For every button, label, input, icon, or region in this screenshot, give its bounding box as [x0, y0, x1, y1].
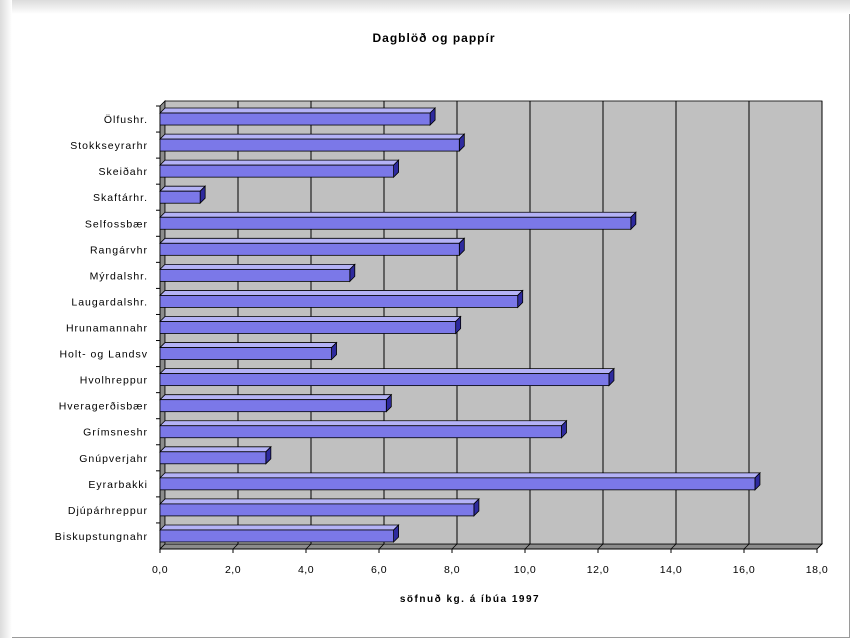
gridline-floor — [451, 543, 458, 550]
bar — [159, 373, 610, 387]
bar — [159, 268, 351, 282]
bar-top — [159, 237, 466, 244]
bar — [159, 242, 460, 256]
bar-top — [159, 524, 400, 531]
gridline-floor — [670, 543, 677, 550]
category-label: Ölfushr. — [104, 114, 148, 126]
bar-top — [159, 342, 338, 348]
bar-top — [159, 107, 437, 114]
category-label: Gnúpverjahr — [79, 453, 148, 465]
category-label: Hveragerðisbær — [59, 401, 148, 413]
chart-title: Dagblöð og pappír — [373, 31, 496, 45]
bar-top — [159, 290, 524, 296]
category-label: Holt- og Landsv — [59, 349, 148, 361]
category-label: Selfossbær — [85, 218, 148, 230]
category-label: Rangárvhr — [90, 244, 148, 256]
bar-top — [159, 498, 480, 505]
plot-area: 0,0 2,0 4,0 6,0 8,0 10,0 12,0 14,0 16,0 18,0 Ölfus… — [55, 100, 828, 576]
category-label: Eyrarbakki — [88, 479, 148, 491]
x-tick-label: 16,0 — [733, 564, 755, 576]
x-tick-label: 6,0 — [371, 564, 387, 576]
bar-top — [159, 133, 466, 140]
bar — [159, 295, 519, 308]
bar-top — [159, 420, 568, 427]
bar-top — [159, 263, 356, 270]
x-tick-label: 2,0 — [225, 564, 241, 576]
x-tick-label: 10,0 — [514, 564, 536, 576]
x-tick-label: 0,0 — [152, 564, 168, 576]
bar — [159, 321, 457, 334]
gridline-floor — [816, 543, 823, 550]
bar — [159, 425, 562, 439]
bar — [159, 477, 756, 491]
bar — [159, 347, 332, 360]
x-tick-label: 18,0 — [806, 564, 828, 576]
x-tick-label: 12,0 — [587, 564, 609, 576]
bar — [159, 399, 387, 413]
category-label: Biskupstungnahr — [55, 531, 148, 543]
bar — [159, 190, 201, 204]
frame-top-shadow — [0, 0, 850, 14]
bar — [159, 164, 395, 178]
x-tick-label: 8,0 — [444, 564, 460, 576]
x-tick-label: 14,0 — [660, 564, 682, 576]
bar-top — [159, 472, 761, 479]
bar-top — [159, 446, 272, 453]
bar-top — [159, 211, 637, 218]
bar-top — [159, 159, 400, 166]
category-label: Skaftárhr. — [93, 192, 148, 204]
bar — [159, 451, 267, 465]
bar — [159, 503, 475, 517]
category-label: Hvolhreppur — [80, 375, 148, 387]
bar-top — [159, 316, 462, 322]
bar — [159, 529, 395, 543]
bar-top — [159, 185, 207, 192]
bar — [159, 112, 431, 126]
gridline-floor — [232, 543, 239, 550]
x-axis-label: söfnuð kg. á íbúa 1997 — [400, 593, 540, 605]
bar — [159, 138, 460, 152]
category-label: Laugardalshr. — [71, 296, 148, 308]
gridline-floor — [743, 543, 750, 550]
plot-floor — [159, 543, 823, 550]
gridline-floor — [524, 543, 531, 550]
category-label: Mýrdalshr. — [90, 270, 148, 282]
category-label: Skeiðahr — [99, 166, 148, 178]
category-label: Stokkseyrarhr — [70, 140, 148, 152]
frame-left-shadow — [0, 0, 12, 638]
gridline-floor — [597, 543, 604, 550]
bar-top — [159, 368, 615, 375]
bar — [159, 216, 632, 230]
x-tick-label: 4,0 — [298, 564, 314, 576]
gridline-floor — [378, 543, 385, 550]
bar-top — [159, 394, 393, 401]
category-label: Djúpárhreppur — [68, 505, 148, 517]
gridline-floor — [305, 543, 312, 550]
category-label: Grímsneshr — [83, 427, 148, 439]
category-label: Hrunamannahr — [66, 323, 148, 335]
